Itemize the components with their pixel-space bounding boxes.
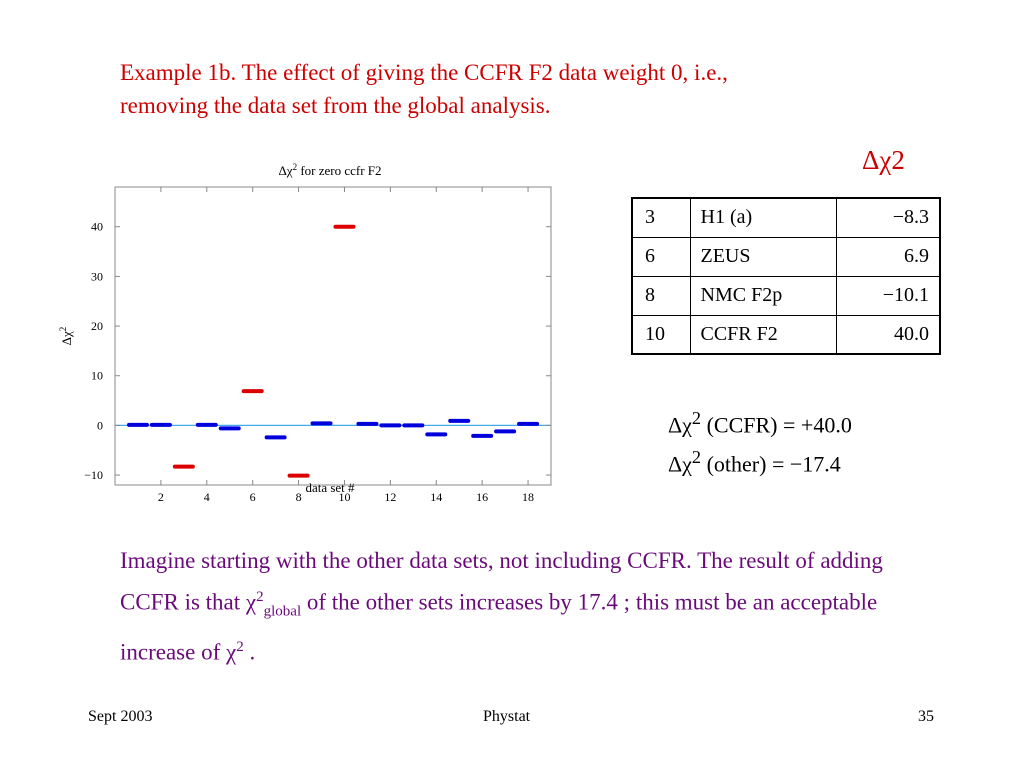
summary-other-sup: 2 xyxy=(691,447,702,468)
y-axis-label-sup: 2 xyxy=(58,327,68,332)
x-tick-label: 6 xyxy=(250,490,256,503)
x-tick-label: 16 xyxy=(476,490,488,503)
table-cell-delta: 40.0 xyxy=(835,314,941,355)
x-tick-label: 8 xyxy=(296,490,302,503)
body-chi-2: χ xyxy=(226,639,237,665)
table-cell-delta: −10.1 xyxy=(835,275,941,316)
table-cell-delta: −8.3 xyxy=(835,197,941,238)
body-part-3: . xyxy=(243,639,256,665)
footer-page-number: 35 xyxy=(918,708,934,725)
body-part-1: Imagine starting with the other data set… xyxy=(120,548,883,615)
y-axis-label-prefix: Δχ xyxy=(59,331,74,345)
y-tick-label: 0 xyxy=(97,418,103,432)
chart-title-sup: 2 xyxy=(293,162,298,172)
table-cell-set: 10 xyxy=(631,314,691,355)
table-body: 3 H1 (a) −8.3 6 ZEUS 6.9 8 NMC F2p −10.1 10 CCFR F… xyxy=(631,197,941,355)
footer-conference: Phystat xyxy=(483,708,531,725)
table-cell-name: CCFR F2 xyxy=(689,314,837,355)
slide-title: Example 1b. The effect of giving the CCF… xyxy=(120,56,920,122)
chart-title-prefix: Δχ xyxy=(278,163,292,178)
summary-block: Δχ2 (CCFR) = +40.0 Δχ2 (other) = −17.4 xyxy=(668,402,852,481)
table-cell-name: NMC F2p xyxy=(689,275,837,316)
body-chi-2-sup: 2 xyxy=(236,639,244,656)
table-row: 6 ZEUS 6.9 xyxy=(631,236,941,277)
x-tick-label: 2 xyxy=(158,490,164,503)
summary-ccfr-prefix: Δχ xyxy=(668,412,692,438)
x-tick-label: 14 xyxy=(430,490,442,503)
body-chi-sup: 2 xyxy=(256,589,264,605)
table-row: 10 CCFR F2 40.0 xyxy=(631,314,941,355)
y-tick-label: −10 xyxy=(84,468,103,482)
x-tick-label: 18 xyxy=(522,490,534,503)
y-ticks: −10 0 10 20 30 40 xyxy=(84,220,551,482)
plot-frame xyxy=(114,186,552,486)
delta-chi2-table: 3 H1 (a) −8.3 6 ZEUS 6.9 8 NMC F2p −10.1 10 CCFR F… xyxy=(631,197,941,355)
table-cell-delta: 6.9 xyxy=(835,236,941,277)
table-row: 8 NMC F2p −10.1 xyxy=(631,275,941,316)
body-paragraph: Imagine starting with the other data set… xyxy=(120,543,910,671)
summary-ccfr-sup: 2 xyxy=(691,408,702,428)
x-tick-label: 12 xyxy=(384,490,396,503)
summary-ccfr: Δχ2 (CCFR) = +40.0 xyxy=(668,402,852,441)
x-tick-label: 4 xyxy=(204,490,210,503)
chart-title-rest: for zero ccfr F2 xyxy=(297,163,381,178)
body-chi: χ xyxy=(245,589,257,615)
y-tick-label: 20 xyxy=(91,319,103,333)
table-cell-set: 3 xyxy=(631,197,691,238)
table-cell-name: H1 (a) xyxy=(689,197,837,238)
summary-other-prefix: Δχ xyxy=(668,451,692,477)
x-axis-label: data set # xyxy=(305,480,355,495)
footer-date: Sept 2003 xyxy=(88,708,153,725)
x-tick-label: 10 xyxy=(338,490,350,503)
data-marks xyxy=(126,224,540,478)
chart-title: Δχ2 for zero ccfr F2 xyxy=(278,162,381,178)
table-cell-set: 6 xyxy=(631,236,691,277)
title-line-2: removing the data set from the global an… xyxy=(120,93,551,118)
summary-ccfr-value: (CCFR) = +40.0 xyxy=(701,412,852,438)
table-cell-name: ZEUS xyxy=(689,236,837,277)
body-part-2: of the other sets increases by 17.4 ; th… xyxy=(120,589,878,665)
table-row: 3 H1 (a) −8.3 xyxy=(631,197,941,238)
y-tick-label: 10 xyxy=(91,369,103,383)
x-ticks: 2 4 6 8 10 12 14 16 18 xyxy=(158,187,534,503)
delta-chi2-heading: Δχ2 xyxy=(862,145,905,175)
summary-other: Δχ2 (other) = −17.4 xyxy=(668,441,852,480)
y-tick-label: 40 xyxy=(91,220,103,234)
table-cell-set: 8 xyxy=(631,275,691,316)
body-chi-sub: global xyxy=(263,603,302,620)
y-tick-label: 30 xyxy=(91,269,103,283)
title-line-1: Example 1b. The effect of giving the CCF… xyxy=(120,60,728,85)
summary-other-value: (other) = −17.4 xyxy=(701,451,841,477)
y-axis-label: Δχ2 xyxy=(58,327,74,346)
